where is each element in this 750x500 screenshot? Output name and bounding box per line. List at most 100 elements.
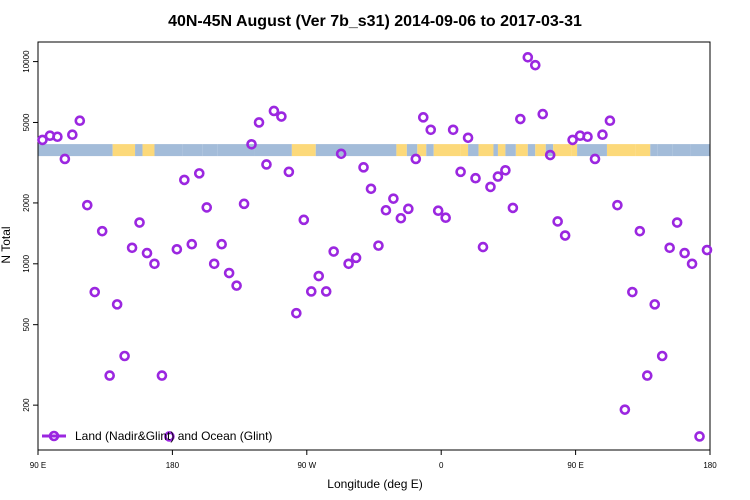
data-point xyxy=(388,193,399,204)
data-point xyxy=(223,267,235,279)
surface-segment-ocean xyxy=(38,144,113,157)
data-point xyxy=(134,217,145,228)
y-axis: 200 500 1000 2000 5000 10000 xyxy=(22,50,38,412)
data-point xyxy=(627,286,638,298)
x-tick-label: 0 xyxy=(439,461,444,470)
data-point xyxy=(149,258,160,270)
data-point xyxy=(552,216,563,227)
y-tick-label: 200 xyxy=(22,398,31,412)
x-axis: 90 E 180 90 W 0 90 E 180 xyxy=(30,450,717,470)
data-point xyxy=(261,159,272,170)
surface-segment-ocean xyxy=(505,144,516,157)
data-point xyxy=(96,225,108,237)
surface-segment-land xyxy=(291,144,316,157)
data-point xyxy=(253,117,265,128)
x-tick-label: 180 xyxy=(703,461,717,470)
surface-segment-land xyxy=(478,144,494,157)
data-point xyxy=(417,112,429,123)
data-point xyxy=(447,124,459,136)
data-point xyxy=(343,258,354,270)
surface-segment-ocean xyxy=(182,144,203,157)
surface-segment-land xyxy=(497,144,506,157)
surface-segment-land xyxy=(396,144,407,157)
surface-segment-ocean xyxy=(202,144,218,157)
y-tick-label: 500 xyxy=(22,317,31,331)
data-point xyxy=(335,148,347,160)
data-point xyxy=(589,153,601,165)
data-point xyxy=(515,113,526,125)
data-point xyxy=(440,212,451,224)
data-point xyxy=(529,59,541,71)
data-point xyxy=(537,108,549,120)
data-point xyxy=(604,115,616,127)
data-point xyxy=(246,138,257,150)
data-point xyxy=(544,149,556,161)
surface-segment-land xyxy=(433,144,461,157)
data-point xyxy=(193,168,205,179)
data-point xyxy=(89,286,101,298)
data-point xyxy=(268,105,280,117)
data-point xyxy=(567,134,578,146)
data-point xyxy=(403,203,414,215)
data-point xyxy=(81,199,93,211)
data-point xyxy=(373,240,384,251)
data-point xyxy=(641,370,653,381)
data-point xyxy=(111,299,123,310)
y-tick-label: 2000 xyxy=(22,193,31,211)
surface-segment-ocean xyxy=(650,144,658,157)
data-point xyxy=(649,299,661,310)
surface-segment-land xyxy=(635,144,651,157)
surface-segment-land xyxy=(606,144,636,157)
data-point xyxy=(238,198,250,210)
data-point xyxy=(164,431,175,442)
surface-segment-land xyxy=(515,144,528,157)
data-point xyxy=(694,431,705,442)
chart-title: 40N-45N August (Ver 7b_s31) 2014-09-06 t… xyxy=(168,13,582,30)
y-tick-label: 1000 xyxy=(22,254,31,272)
surface-segment-land xyxy=(417,144,427,157)
x-tick-label: 180 xyxy=(166,461,180,470)
surface-segment-ocean xyxy=(135,144,143,157)
surface-segment-ocean xyxy=(690,144,710,157)
data-point xyxy=(141,247,153,259)
x-tick-label: 90 E xyxy=(30,461,46,470)
data-point xyxy=(656,350,668,362)
surface-segment-land xyxy=(460,144,469,157)
surface-segment-ocean xyxy=(254,144,292,157)
data-point xyxy=(507,202,519,214)
data-point xyxy=(701,244,713,256)
surface-segment-ocean xyxy=(154,144,183,157)
data-point xyxy=(380,204,392,216)
surface-segment-land xyxy=(112,144,136,157)
data-point xyxy=(171,243,183,255)
data-point xyxy=(492,171,504,182)
surface-segment-ocean xyxy=(493,144,498,157)
data-point xyxy=(686,258,698,270)
data-point xyxy=(477,241,489,253)
surface-type-bar xyxy=(38,144,710,157)
surface-segment-land xyxy=(553,144,572,157)
data-point xyxy=(485,181,496,193)
data-point xyxy=(365,183,377,195)
x-tick-label: 90 E xyxy=(567,461,583,470)
data-point xyxy=(328,246,339,257)
data-point xyxy=(291,307,302,319)
y-tick-label: 5000 xyxy=(22,113,31,131)
data-point xyxy=(179,174,190,186)
data-point xyxy=(679,247,690,259)
surface-segment-ocean xyxy=(672,144,691,157)
data-point xyxy=(216,238,227,250)
data-point xyxy=(74,115,86,127)
legend: Land (Nadir&Glint) and Ocean (Glint) xyxy=(42,429,272,443)
data-point xyxy=(559,230,571,241)
data-point xyxy=(455,166,466,178)
data-point xyxy=(522,52,534,63)
surface-segment-ocean xyxy=(426,144,434,157)
surface-segment-land xyxy=(571,144,578,157)
y-tick-label: 10000 xyxy=(22,50,31,73)
data-point xyxy=(59,153,71,165)
data-point xyxy=(612,199,623,211)
legend-label: Land (Nadir&Glint) and Ocean (Glint) xyxy=(75,429,272,443)
x-tick-label: 90 W xyxy=(297,461,316,470)
data-point xyxy=(37,134,48,146)
